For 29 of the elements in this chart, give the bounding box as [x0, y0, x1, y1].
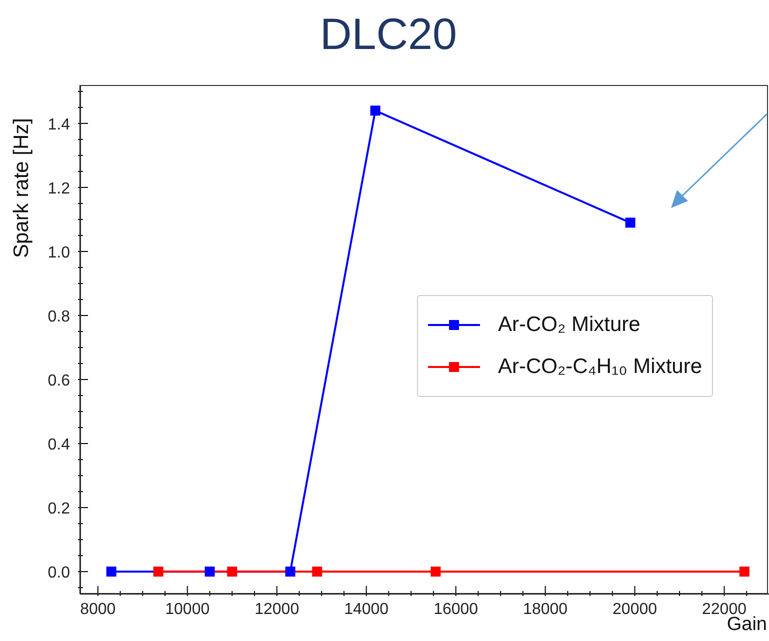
x-tick-label: 20000 — [612, 601, 658, 618]
point — [739, 566, 750, 577]
point — [285, 566, 296, 577]
y-axis-title: Spark rate [Hz] — [10, 118, 34, 258]
y-tick-label: 0.2 — [48, 500, 70, 518]
y-tick-label: 1.4 — [48, 116, 70, 134]
point — [106, 566, 116, 577]
point — [153, 566, 164, 577]
x-tick-label: 10000 — [165, 601, 210, 618]
x-tick-label: 8000 — [80, 601, 116, 618]
y-tick-label: 0.6 — [48, 372, 70, 390]
x-tick-label: 18000 — [523, 601, 568, 618]
point — [204, 566, 215, 577]
point — [430, 566, 441, 577]
point — [312, 566, 322, 577]
legend-label: Ar-CO₂ Mixture — [498, 313, 640, 337]
point — [625, 218, 636, 228]
y-tick-label: 1.0 — [48, 244, 70, 262]
point — [370, 106, 380, 116]
legend-label: Ar-CO₂-C₄H₁₀ Mixture — [498, 355, 702, 379]
x-tick-label: 12000 — [254, 601, 300, 618]
x-tick-label: 16000 — [434, 601, 478, 618]
y-tick-label: 0.4 — [48, 436, 70, 454]
y-tick-label: 0.8 — [48, 308, 70, 326]
point — [227, 566, 238, 577]
y-tick-label: 0.0 — [48, 564, 70, 582]
chart-title: DLC20 — [319, 10, 458, 60]
x-tick-label: 14000 — [344, 601, 389, 618]
y-tick-label: 1.2 — [48, 180, 70, 198]
